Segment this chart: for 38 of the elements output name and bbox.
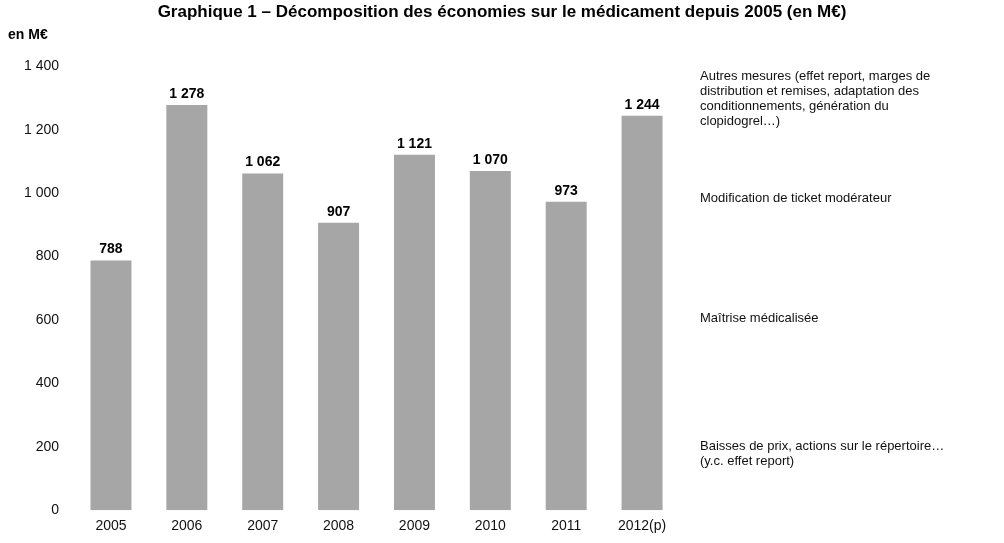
y-tick-label: 1 200 xyxy=(23,120,60,137)
data-label: 907 xyxy=(326,202,351,219)
y-tick-label: 400 xyxy=(35,374,60,391)
x-tick-label: 2007 xyxy=(247,517,279,534)
x-tick-label: 2009 xyxy=(398,517,431,534)
text: Autres mesures (effet report, marges de distribution et remises, adaptation des conditionnements, génération du clopidogrel…) xyxy=(700,68,932,128)
text: Maîtrise médicalisée xyxy=(700,310,820,325)
y-tick-label: 600 xyxy=(35,310,60,327)
bar xyxy=(545,201,587,511)
data-label: 1 244 xyxy=(624,95,660,112)
y-tick-label: 0 xyxy=(51,501,60,518)
x-tick-label: 2005 xyxy=(95,517,127,534)
x-tick-label: 2008 xyxy=(323,517,355,534)
x-tick-label: 2006 xyxy=(171,517,203,534)
text: Modification de ticket modérateur xyxy=(700,190,893,205)
bar xyxy=(242,173,284,511)
data-label: 1 070 xyxy=(472,150,509,167)
data-label: 788 xyxy=(99,240,123,257)
chart-title: Graphique 1 – Décomposition des économies sur le médicament depuis 2005 (en M€) xyxy=(156,2,848,22)
data-label: 1 062 xyxy=(245,153,281,170)
x-tick-label: 2010 xyxy=(474,517,507,534)
bar xyxy=(393,154,435,511)
data-label: 973 xyxy=(554,181,579,198)
data-label: 1 278 xyxy=(169,84,205,101)
text: Baisses de prix, actions sur le répertoire… (y.c. effet report) xyxy=(700,438,946,468)
x-tick-label: 2012(p) xyxy=(617,517,667,534)
y-tick-label: 1 000 xyxy=(23,184,60,201)
y-axis-title: en M€ xyxy=(8,26,48,42)
y-tick-label: 800 xyxy=(35,247,60,264)
x-tick-label: 2011 xyxy=(551,517,582,534)
data-label: 1 121 xyxy=(396,134,433,151)
bar xyxy=(166,105,208,511)
bar xyxy=(318,222,360,511)
y-tick-label: 1 400 xyxy=(23,57,60,74)
y-tick-label: 200 xyxy=(35,437,60,454)
bar xyxy=(90,260,132,511)
bar xyxy=(469,171,511,511)
bar xyxy=(621,115,663,511)
